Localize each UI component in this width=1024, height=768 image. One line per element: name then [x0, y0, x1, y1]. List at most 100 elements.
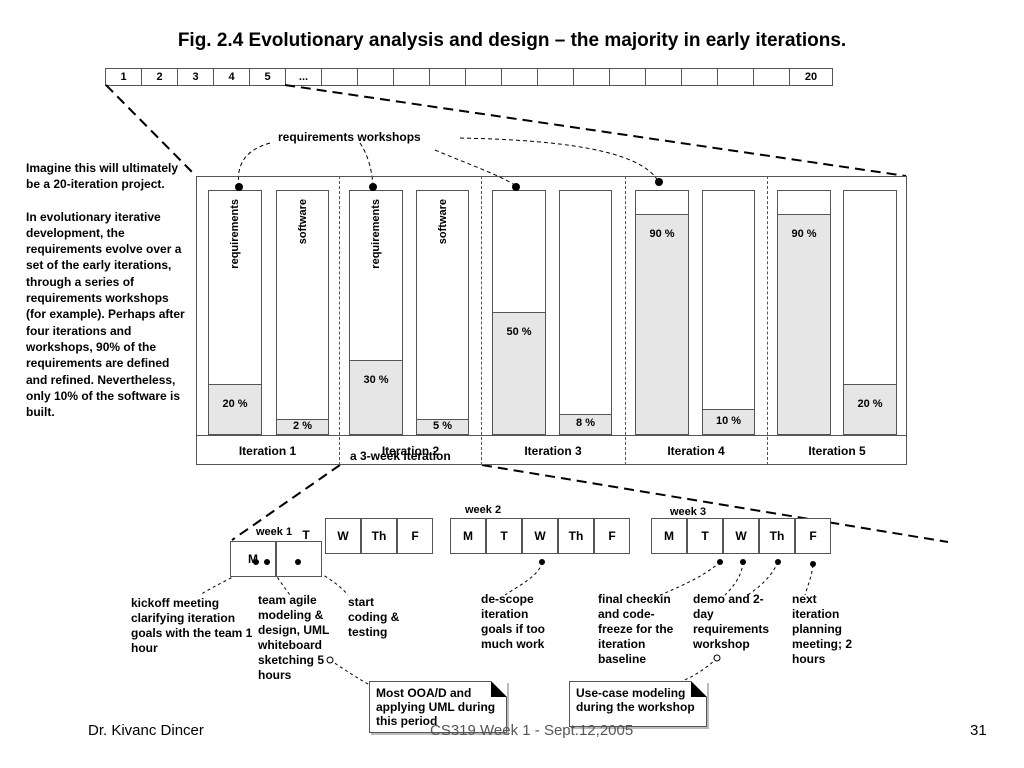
requirements-fill: [636, 214, 688, 434]
iteration-label: Iteration 5: [808, 444, 866, 458]
note-fold-icon: [491, 681, 507, 697]
requirements-percent: 30 %: [363, 374, 389, 387]
annotation-demo-workshop: demo and 2-day requirements workshop: [693, 592, 770, 651]
software-column: 8 %: [559, 190, 612, 435]
strip-cell: [754, 69, 790, 85]
requirements-fill: [209, 384, 261, 434]
activity-marker: [253, 559, 259, 565]
requirements-label: requirements: [370, 199, 382, 269]
annotation-kickoff: kickoff meeting clarifying iteration goa…: [131, 596, 253, 655]
requirements-column: 50 %: [492, 190, 546, 435]
workshop-pointer-3: [434, 149, 517, 187]
day-cell: F: [594, 518, 630, 554]
software-percent: 8 %: [576, 417, 595, 430]
note-usecase: Use-case modeling during the workshop: [569, 681, 707, 727]
day-cell: Th: [361, 518, 397, 554]
strip-cell: [430, 69, 466, 85]
requirements-column: 90 %: [635, 190, 689, 435]
week-label: week 2: [465, 504, 502, 516]
day-cell: F: [795, 518, 831, 554]
annotation-agile-modeling: team agile modeling & design, UML whiteb…: [258, 593, 330, 682]
iteration-label: Iteration 2: [381, 444, 440, 458]
day-cell: W: [522, 518, 558, 554]
strip-cell: [538, 69, 574, 85]
iteration-label: Iteration 4: [667, 444, 725, 458]
day-cell: Th: [759, 518, 795, 554]
iterations-panel: [196, 176, 907, 465]
strip-cell: 2: [142, 69, 178, 85]
software-column: software 2 %: [276, 190, 329, 435]
day-cell: T: [302, 528, 310, 542]
note-text: Use-case modeling during the workshop: [576, 686, 695, 714]
iteration-divider: [625, 176, 626, 465]
requirements-percent: 50 %: [506, 325, 532, 338]
strip-cell: 4: [214, 69, 250, 85]
requirements-fill: [778, 214, 830, 434]
software-percent: 2 %: [293, 420, 312, 432]
activity-marker: [717, 559, 723, 565]
footer-author: Dr. Kivanc Dincer: [88, 722, 204, 739]
zoom-line-left: [105, 84, 197, 177]
software-fill: [844, 384, 896, 434]
iteration-number-strip: 1 2 3 4 5 ... 20: [105, 68, 833, 86]
workshop-marker: [655, 178, 663, 186]
workshop-marker: [369, 183, 377, 191]
workshop-pointer-2: [359, 142, 374, 187]
requirements-column: requirements 30 %: [349, 190, 403, 435]
software-fill: [277, 419, 328, 434]
software-fill: [417, 419, 468, 434]
zoom-line-week-right: [481, 464, 949, 543]
strip-cell: [718, 69, 754, 85]
day-cell: W: [723, 518, 759, 554]
iteration-divider: [767, 176, 768, 465]
iteration-divider: [339, 176, 340, 465]
software-fill: [703, 408, 754, 434]
zoom-line-week-left: [231, 464, 341, 541]
activity-marker: [810, 561, 816, 567]
side-explanation: Imagine this will ultimately be a 20-ite…: [26, 160, 191, 436]
strip-cell: ...: [286, 69, 322, 85]
note-fold-icon: [691, 681, 707, 697]
requirements-fill: [493, 311, 545, 434]
day-cell: W: [325, 518, 361, 554]
requirements-percent: 20 %: [222, 398, 248, 411]
side-paragraph-1: Imagine this will ultimately be a 20-ite…: [26, 161, 179, 192]
requirements-percent: 90 %: [649, 228, 675, 241]
strip-cell: [574, 69, 610, 85]
requirements-percent: 90 %: [791, 228, 817, 241]
strip-cell: [610, 69, 646, 85]
day-cell: F: [397, 518, 433, 554]
annotation-descope: de-scope iteration goals if too much wor…: [481, 592, 545, 651]
workshop-pointer-4: [459, 137, 659, 182]
activity-marker: [775, 559, 781, 565]
strip-cell: 5: [250, 69, 286, 85]
annotation-start-coding: start coding & testing: [348, 595, 400, 639]
software-label: software: [296, 199, 309, 245]
iteration-label-divider: [196, 435, 907, 436]
strip-cell: [322, 69, 358, 85]
activity-marker: [295, 559, 301, 565]
day-cell: T: [687, 518, 723, 554]
strip-cell: 20: [804, 71, 818, 83]
strip-cell: [466, 69, 502, 85]
zoom-line-right: [284, 84, 907, 177]
activity-marker: [539, 559, 545, 565]
three-week-iteration-label: a 3-week iteration: [350, 449, 451, 463]
requirements-workshops-label: requirements workshops: [278, 130, 421, 144]
iteration-label: Iteration 3: [524, 444, 582, 458]
strip-cell: [502, 69, 538, 85]
note-text: Most OOA/D and applying UML during this …: [376, 686, 496, 728]
note-ooad: Most OOA/D and applying UML during this …: [369, 681, 507, 733]
figure-title: Fig. 2.4 Evolutionary analysis and desig…: [177, 30, 847, 51]
strip-cell: 3: [178, 69, 214, 85]
requirements-fill: [350, 360, 402, 434]
software-percent: 20 %: [857, 398, 883, 411]
footer-page-number: 31: [970, 722, 987, 739]
software-percent: 5 %: [433, 420, 452, 432]
strip-cell: 1: [106, 69, 142, 85]
footer-course: CS319 Week 1 - Sept.12,2005: [430, 722, 634, 739]
annotation-next-planning: next iteration planning meeting; 2 hours: [792, 592, 853, 666]
workshop-marker: [235, 183, 243, 191]
strip-cell: [682, 69, 718, 85]
